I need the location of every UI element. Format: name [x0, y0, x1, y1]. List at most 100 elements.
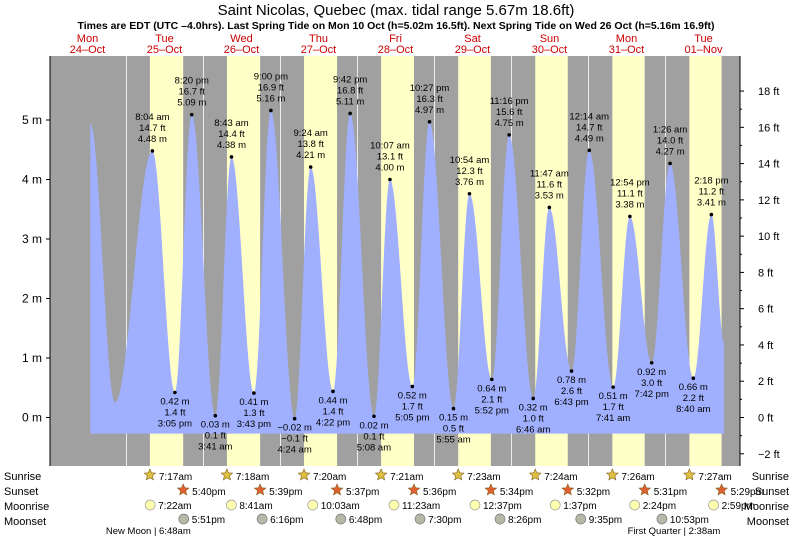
chart-title: Saint Nicolas, Quebec (max. tidal range …	[218, 2, 575, 19]
moonrise-time: 2:59pm	[722, 501, 755, 512]
right-tick-label: −2 ft	[758, 449, 780, 461]
left-tick-label: 2 m	[22, 292, 42, 306]
sunset-row-label-left: Sunset	[4, 486, 38, 498]
moonrise-time: 7:22am	[158, 501, 191, 512]
low-tide-time: 5:08 am	[357, 442, 391, 453]
low-tide-point	[531, 396, 536, 401]
high-tide-m: 3.53 m	[535, 190, 564, 201]
right-tick-label: 8 ft	[758, 267, 773, 279]
high-tide-m: 5.11 m	[336, 96, 364, 107]
low-tide-point	[691, 376, 696, 381]
high-tide-time: 10:27 pm	[410, 83, 450, 94]
moonrise-dot-icon	[549, 499, 561, 511]
high-tide-m: 5.16 m	[256, 93, 285, 104]
sunset-time: 5:39pm	[269, 487, 302, 498]
sunset-star-icon	[561, 483, 575, 496]
day-labels: Mon24–OctTue25–OctWed26–OctThu27–OctFri2…	[70, 33, 723, 56]
sunset-time: 5:36pm	[423, 487, 456, 498]
low-tide-time: 3:41 am	[198, 442, 232, 453]
sunrise-star-icon	[297, 468, 311, 481]
low-tide-ft: 1.7 ft	[402, 402, 423, 413]
right-tick-label: 0 ft	[758, 413, 773, 425]
low-tide-ft: 1.4 ft	[322, 406, 343, 417]
right-tick-label: 10 ft	[758, 231, 779, 243]
high-tide-time: 8:04 am	[135, 112, 169, 123]
moonset-time: 10:53pm	[670, 515, 709, 526]
sunrise-time: 7:20am	[313, 472, 346, 483]
low-tide-m: 0.64 m	[477, 383, 506, 394]
high-tide-time: 10:07 am	[370, 141, 410, 152]
high-tide-point	[668, 161, 672, 166]
moonset-time: 5:51pm	[192, 515, 225, 526]
moonset-time: 9:35pm	[589, 515, 622, 526]
high-tide-ft: 11.6 ft	[536, 179, 562, 190]
high-tide-time: 2:18 pm	[694, 176, 728, 187]
moonrise-dot-icon	[388, 499, 400, 511]
moonset-row-label-left: Moonset	[4, 516, 46, 528]
high-tide-m: 5.09 m	[177, 98, 206, 109]
left-tick-label: 4 m	[22, 173, 42, 187]
high-tide-point	[348, 111, 352, 116]
day-date-label: 30–Oct	[532, 44, 567, 56]
day-name-label: Tue	[155, 33, 174, 45]
low-tide-time: 7:42 pm	[635, 389, 669, 400]
sunrise-star-icon	[451, 468, 465, 481]
right-tick-label: 6 ft	[758, 304, 773, 316]
moonset-dot-icon	[256, 513, 268, 525]
low-tide-time: 5:52 pm	[475, 405, 509, 416]
high-tide-time: 9:00 pm	[254, 71, 288, 82]
sunset-star-icon	[176, 483, 190, 496]
high-tide-ft: 14.7 ft	[576, 122, 603, 133]
day-name-label: Thu	[309, 33, 328, 45]
low-tide-time: 4:22 pm	[316, 417, 350, 428]
high-tide-point	[547, 205, 552, 210]
high-tide-time: 9:24 am	[293, 128, 327, 139]
day-date-label: 01–Nov	[685, 44, 723, 56]
sunrise-time: 7:26am	[621, 472, 654, 483]
moon-phase-label: New Moon | 6:48am	[106, 526, 191, 537]
axes: 0 m 1 m 2 m 3 m 4 m 5 m −2 ft 0 ft 2 ft 4 ft 6 ft 8…	[22, 56, 780, 466]
sunset-time: 5:40pm	[192, 487, 225, 498]
moonset-dot-icon	[656, 513, 668, 525]
high-tide-ft: 14.4 ft	[218, 129, 245, 140]
high-tide-time: 11:47 am	[530, 168, 569, 179]
high-tide-ft: 14.7 ft	[139, 123, 166, 134]
sunset-star-icon	[253, 483, 267, 496]
day-date-label: 26–Oct	[224, 44, 259, 56]
day-name-label: Tue	[694, 33, 713, 45]
moonset-row-label-right: Moonset	[747, 516, 789, 528]
moonset-time: 6:16pm	[270, 515, 303, 526]
high-tide-m: 3.38 m	[615, 199, 644, 210]
low-tide-point	[173, 390, 177, 395]
low-tide-ft: 1.4 ft	[164, 408, 185, 419]
moonrise-dot-icon	[307, 499, 319, 511]
day-date-label: 27–Oct	[301, 44, 336, 56]
moonrise-time: 11:23am	[402, 501, 440, 512]
sunrise-time: 7:21am	[390, 472, 423, 483]
high-tide-ft: 15.6 ft	[496, 107, 523, 118]
left-tick-label: 0 m	[22, 411, 42, 425]
low-tide-ft: 0.5 ft	[443, 424, 464, 435]
sunrise-row-label-left: Sunrise	[4, 471, 41, 483]
high-tide-time: 12:54 pm	[610, 177, 650, 188]
high-tide-point	[709, 212, 714, 217]
moonset-dot-icon	[335, 513, 347, 525]
low-tide-time: 5:55 am	[436, 435, 470, 446]
moonset-time: 6:48pm	[349, 515, 382, 526]
day-name-label: Mon	[77, 33, 98, 45]
high-tide-ft: 14.0 ft	[657, 135, 684, 146]
day-date-label: 28–Oct	[378, 44, 413, 56]
low-tide-point	[569, 369, 574, 373]
high-tide-point	[189, 112, 194, 117]
high-tide-point	[507, 133, 511, 137]
low-tide-m: 0.44 m	[318, 395, 347, 406]
low-tide-m: 0.15 m	[439, 413, 468, 424]
low-tide-m: 0.92 m	[637, 367, 666, 378]
moonrise-time: 12:37pm	[483, 501, 522, 512]
low-tide-m: 0.42 m	[160, 397, 189, 408]
high-tide-ft: 13.1 ft	[377, 152, 404, 163]
low-tide-point	[611, 385, 615, 389]
moonrise-row-label-right: Moonrise	[744, 501, 789, 513]
sunrise-time: 7:23am	[467, 472, 500, 483]
